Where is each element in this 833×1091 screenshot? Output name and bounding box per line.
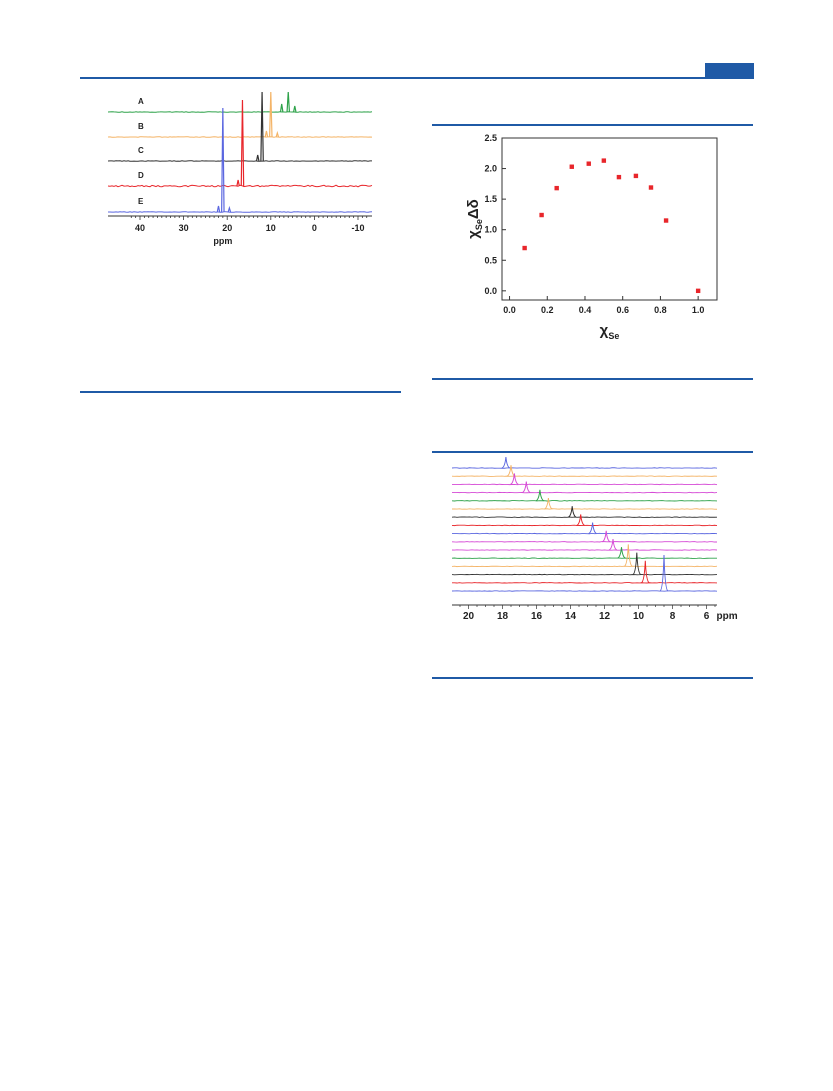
- scatter-plot-figure: 0.0 0.2 0.4 0.6 0.8 1.0 0.0 0.5 1.0 1.5 2.0 2.5 χSe χ…: [462, 130, 732, 345]
- x-axis-label: ppm: [213, 236, 232, 246]
- figure3-bottom-rule: [432, 677, 753, 679]
- peak-e-2: [228, 208, 230, 212]
- x-tick-label: 0.2: [541, 305, 554, 315]
- x-tick-label: 10: [266, 223, 276, 233]
- y-tick-label: 0.5: [484, 255, 497, 265]
- titration-peak-15: [660, 555, 668, 591]
- trace-a: [108, 112, 372, 113]
- trace-d: [108, 185, 372, 187]
- peak-b-2: [276, 133, 278, 137]
- peak-b-0: [270, 92, 272, 137]
- x-tick-label: 20: [222, 223, 232, 233]
- titration-trace-10: [452, 550, 717, 551]
- data-point-10: [696, 289, 700, 293]
- trace-b: [108, 137, 372, 138]
- trace-e: [108, 212, 372, 213]
- x-tick-label: 12: [599, 611, 611, 622]
- peak-e-1: [217, 206, 219, 212]
- data-point-4: [587, 161, 591, 165]
- peak-c-0: [261, 92, 263, 161]
- data-point-0: [522, 246, 526, 250]
- trace-label-e: E: [138, 197, 144, 206]
- trace-c: [108, 161, 372, 162]
- titration-peak-14: [641, 561, 649, 583]
- y-tick-label: 1.5: [484, 194, 497, 204]
- titration-peak-9: [602, 531, 610, 542]
- titration-peak-13: [633, 553, 641, 575]
- x-tick-label: 14: [565, 611, 577, 622]
- x-tick-label: 40: [135, 223, 145, 233]
- peak-e-0: [222, 108, 224, 212]
- titration-peak-3: [522, 482, 530, 493]
- trace-label-c: C: [138, 146, 144, 155]
- x-axis-label: χSe: [600, 322, 620, 341]
- peak-c-1: [257, 155, 259, 161]
- titration-peak-5: [544, 498, 552, 509]
- data-point-8: [649, 185, 653, 189]
- y-tick-label: 0.0: [484, 286, 497, 296]
- x-tick-label: 20: [463, 611, 475, 622]
- y-tick-label: 2.0: [484, 164, 497, 174]
- figure2-top-rule: [432, 124, 753, 126]
- titration-peak-7: [577, 514, 585, 525]
- x-tick-label: 6: [704, 611, 710, 622]
- nmr-stacked-spectra-figure: A B C D E 40 30 20 10 0 -10 ppm: [100, 88, 380, 258]
- trace-label-a: A: [138, 97, 144, 106]
- titration-trace-5: [452, 509, 717, 510]
- trace-label-d: D: [138, 171, 144, 180]
- x-tick-label: 18: [497, 611, 509, 622]
- titration-peak-0: [502, 457, 510, 468]
- x-tick-label: -10: [351, 223, 364, 233]
- data-point-5: [602, 158, 606, 162]
- titration-peak-2: [510, 473, 518, 484]
- header-page-tab: [705, 63, 754, 78]
- titration-peak-10: [609, 539, 617, 550]
- y-tick-label: 1.0: [484, 225, 497, 235]
- peak-a-1: [281, 104, 283, 112]
- titration-peak-6: [568, 506, 576, 517]
- data-point-6: [617, 175, 621, 179]
- peak-d-1: [237, 180, 239, 186]
- x-tick-label: 0: [312, 223, 317, 233]
- x-tick-label: 0.8: [654, 305, 667, 315]
- plot-frame: [502, 138, 717, 300]
- peak-d-0: [241, 100, 243, 186]
- x-axis-unit: ppm: [717, 611, 738, 622]
- x-tick-label: 0.6: [616, 305, 629, 315]
- titration-spectra-figure: 20 18 16 14 12 10 8 6 ppm: [440, 455, 740, 625]
- header-rule: [80, 77, 754, 79]
- y-tick-label: 2.5: [484, 133, 497, 143]
- figure2-bottom-rule: [432, 378, 753, 380]
- x-tick-label: 30: [179, 223, 189, 233]
- titration-peak-8: [589, 523, 597, 534]
- titration-peak-11: [618, 547, 626, 558]
- x-tick-label: 0.4: [579, 305, 592, 315]
- x-tick-label: 0.0: [503, 305, 516, 315]
- data-point-1: [539, 213, 543, 217]
- left-section-rule: [80, 391, 401, 393]
- x-tick-label: 10: [633, 611, 645, 622]
- x-tick-label: 16: [531, 611, 543, 622]
- x-tick-label: 1.0: [692, 305, 705, 315]
- titration-peak-4: [536, 490, 544, 501]
- data-point-3: [570, 165, 574, 169]
- trace-label-b: B: [138, 122, 144, 131]
- peak-a-2: [294, 106, 296, 112]
- titration-peak-12: [624, 544, 632, 566]
- titration-trace-0: [452, 468, 717, 469]
- figure3-top-rule: [432, 451, 753, 453]
- data-point-2: [554, 186, 558, 190]
- data-point-9: [664, 218, 668, 222]
- data-point-7: [634, 174, 638, 178]
- y-axis-label: χSeΔδ: [465, 199, 484, 239]
- peak-b-1: [265, 131, 267, 137]
- peak-a-0: [287, 92, 289, 112]
- x-tick-label: 8: [670, 611, 676, 622]
